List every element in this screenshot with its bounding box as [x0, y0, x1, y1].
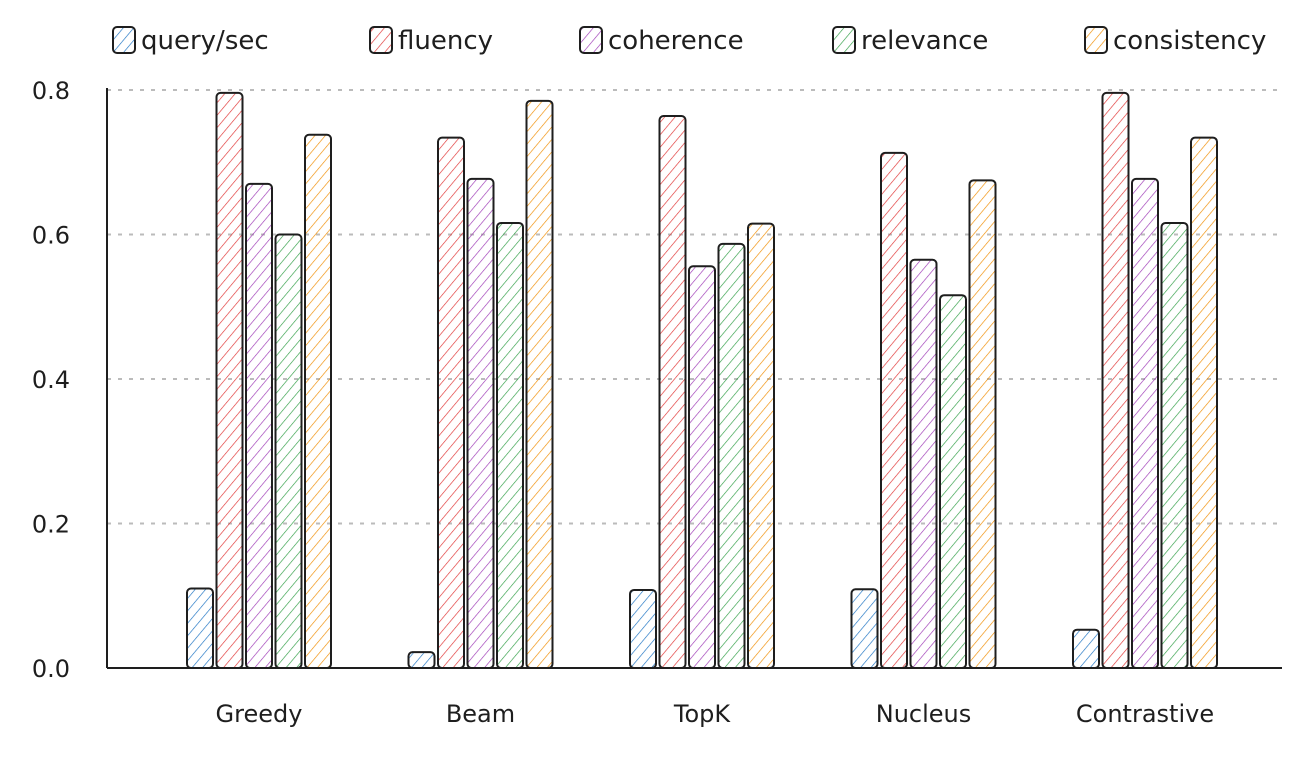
x-tick-label: Greedy	[216, 700, 303, 728]
bar-fluency-greedy	[215, 91, 244, 669]
bar-coherence-nucleus	[909, 258, 938, 669]
bar-consistency-greedy	[304, 133, 332, 670]
bar-relevance-topk	[717, 242, 746, 670]
legend-swatch	[112, 26, 136, 54]
y-tick-label: 0.0	[32, 655, 70, 683]
x-axis-ticks: Greedy Beam TopK Nucleus Contrastive	[216, 700, 1215, 728]
bar-coherence-greedy	[245, 182, 273, 670]
bar-consistency-topk	[747, 222, 775, 669]
bar-group-contrastive	[1072, 91, 1218, 670]
bar-coherence-topk	[688, 265, 716, 669]
x-tick-label: Nucleus	[876, 700, 972, 728]
legend-item-coherence: coherence	[579, 26, 744, 56]
bar-group-nucleus	[850, 151, 997, 670]
legend-swatch	[1084, 26, 1108, 54]
bar-relevance-nucleus	[939, 294, 967, 669]
legend: query/sec fluency coherence relevance consis…	[112, 26, 1266, 56]
bar-fluency-nucleus	[880, 151, 908, 670]
bar-relevance-beam	[496, 221, 524, 669]
legend-item-query-sec: query/sec	[112, 26, 269, 56]
bar-group-beam	[407, 99, 554, 669]
axes	[106, 88, 1282, 669]
bar-query-sec-greedy	[186, 587, 214, 670]
bar-relevance-greedy	[274, 233, 303, 669]
bar-coherence-contrastive	[1131, 177, 1159, 669]
bar-consistency-nucleus	[968, 179, 997, 669]
bar-fluency-contrastive	[1101, 91, 1130, 669]
x-tick-label: TopK	[673, 700, 732, 728]
bar-group-greedy	[186, 91, 332, 670]
legend-label: query/sec	[141, 26, 269, 56]
grid-lines	[107, 89, 1282, 525]
bars	[186, 91, 1218, 670]
bar-coherence-beam	[466, 177, 495, 669]
y-tick-label: 0.6	[32, 222, 70, 250]
legend-item-consistency: consistency	[1084, 26, 1266, 56]
bar-group-topk	[629, 115, 775, 670]
legend-label: consistency	[1113, 26, 1266, 56]
y-axis-ticks: 0.0 0.2 0.4 0.6 0.8	[32, 77, 70, 683]
legend-label: coherence	[608, 26, 744, 56]
bar-consistency-beam	[525, 99, 554, 669]
legend-label: fluency	[398, 26, 493, 56]
legend-swatch	[369, 26, 393, 54]
bar-relevance-contrastive	[1160, 221, 1189, 669]
legend-item-relevance: relevance	[832, 26, 988, 56]
x-tick-label: Contrastive	[1076, 700, 1214, 728]
x-tick-label: Beam	[446, 700, 515, 728]
y-tick-label: 0.2	[32, 511, 70, 539]
bar-consistency-contrastive	[1190, 136, 1218, 669]
bar-fluency-topk	[658, 115, 687, 669]
y-tick-label: 0.8	[32, 77, 70, 105]
y-tick-label: 0.4	[32, 366, 70, 394]
legend-item-fluency: fluency	[369, 26, 493, 56]
legend-label: relevance	[861, 26, 988, 56]
bar-query-sec-nucleus	[850, 588, 879, 669]
legend-swatch	[832, 26, 856, 54]
bar-query-sec-topk	[629, 588, 657, 669]
legend-swatch	[579, 26, 603, 54]
bar-query-sec-beam	[407, 651, 436, 669]
bar-query-sec-contrastive	[1072, 628, 1100, 670]
bar-fluency-beam	[437, 136, 465, 669]
